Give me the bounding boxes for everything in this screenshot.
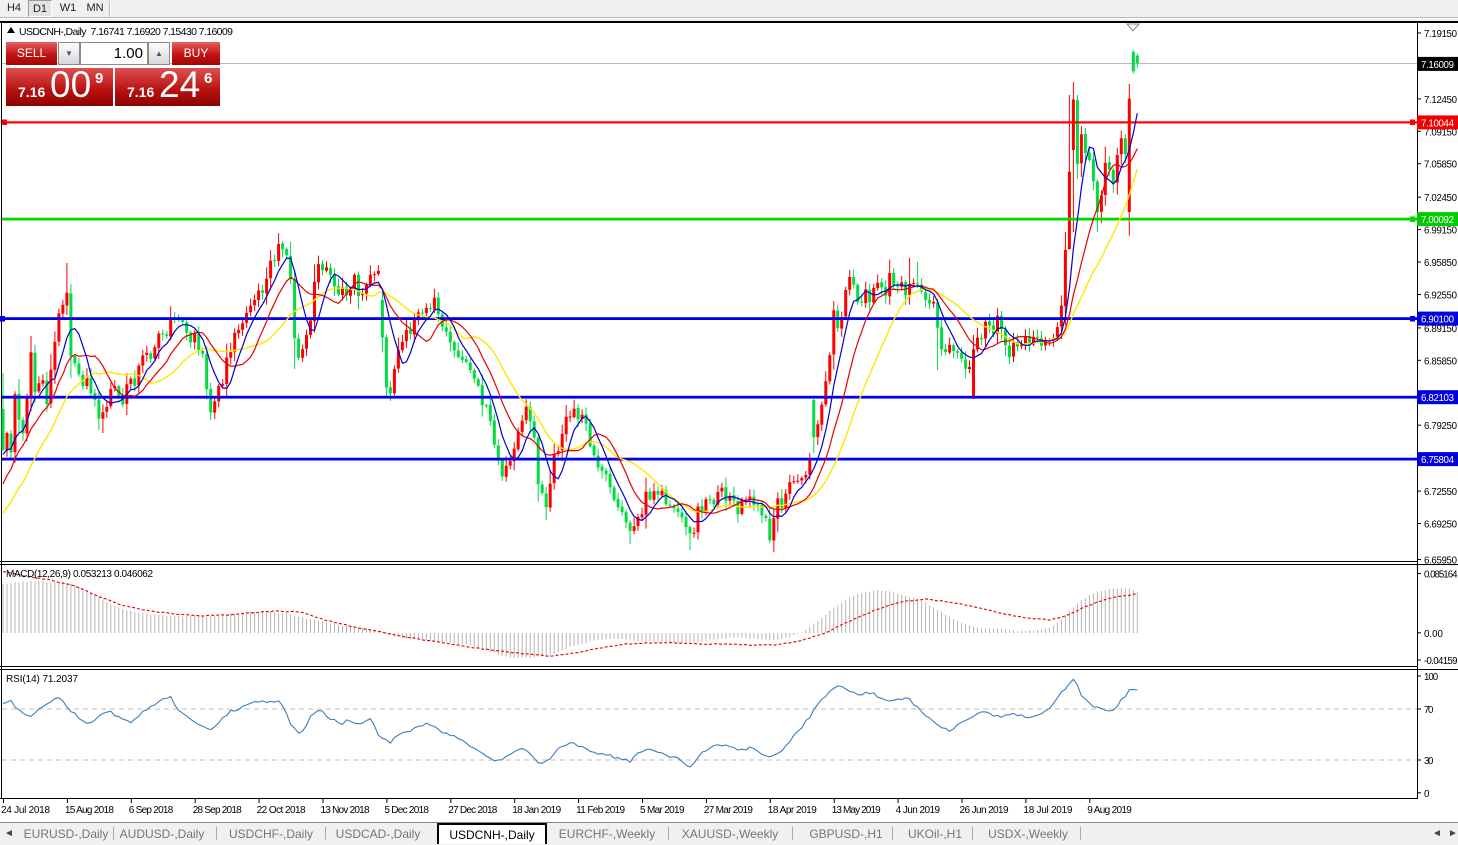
svg-text:27 Dec 2018: 27 Dec 2018 [448, 805, 497, 816]
svg-text:-0.04159: -0.04159 [1424, 656, 1458, 667]
svg-text:13 May 2019: 13 May 2019 [832, 805, 881, 816]
svg-text:9 Aug 2019: 9 Aug 2019 [1087, 805, 1132, 816]
svg-text:7.09150: 7.09150 [1424, 127, 1458, 138]
svg-text:USDCNH-,Daily 7.16741 7.16920: USDCNH-,Daily 7.16741 7.16920 7.15430 7.… [19, 26, 233, 38]
svg-text:MACD(12,26,9) 0.053213 0.04606: MACD(12,26,9) 0.053213 0.046062 [6, 569, 153, 580]
svg-text:6.92550: 6.92550 [1424, 291, 1458, 302]
svg-text:6.75804: 6.75804 [1421, 455, 1455, 466]
svg-text:7.05850: 7.05850 [1424, 160, 1458, 171]
svg-text:6.72550: 6.72550 [1424, 487, 1458, 498]
svg-text:6.99150: 6.99150 [1424, 226, 1458, 237]
svg-text:0.085164: 0.085164 [1424, 570, 1458, 581]
svg-text:5 Dec 2018: 5 Dec 2018 [384, 805, 429, 816]
svg-text:30: 30 [1424, 756, 1434, 767]
svg-text:27 Mar 2019: 27 Mar 2019 [704, 805, 753, 816]
svg-text:5 Mar 2019: 5 Mar 2019 [640, 805, 685, 816]
svg-text:15 Aug 2018: 15 Aug 2018 [65, 805, 114, 816]
svg-text:RSI(14) 71.2037: RSI(14) 71.2037 [6, 674, 78, 685]
svg-text:6.95850: 6.95850 [1424, 258, 1458, 269]
svg-text:18 Apr 2019: 18 Apr 2019 [768, 805, 817, 816]
svg-text:7.02450: 7.02450 [1424, 193, 1458, 204]
svg-text:18 Jan 2019: 18 Jan 2019 [512, 805, 561, 816]
svg-text:6.89150: 6.89150 [1424, 324, 1458, 335]
svg-text:13 Nov 2018: 13 Nov 2018 [321, 805, 370, 816]
svg-text:7.19150: 7.19150 [1424, 29, 1458, 40]
svg-text:7.00092: 7.00092 [1421, 215, 1454, 226]
svg-text:28 Sep 2018: 28 Sep 2018 [193, 805, 242, 816]
svg-text:18 Jul 2019: 18 Jul 2019 [1023, 805, 1072, 816]
svg-text:0.00: 0.00 [1424, 629, 1444, 640]
svg-text:6.79250: 6.79250 [1424, 421, 1458, 432]
svg-text:6.65950: 6.65950 [1424, 556, 1458, 567]
svg-text:6.69250: 6.69250 [1424, 520, 1458, 531]
svg-text:4 Jun 2019: 4 Jun 2019 [896, 805, 941, 816]
svg-text:100: 100 [1424, 672, 1439, 683]
svg-text:6.82103: 6.82103 [1421, 393, 1454, 404]
svg-text:7.16009: 7.16009 [1421, 60, 1454, 71]
svg-text:7.10044: 7.10044 [1421, 118, 1455, 129]
svg-text:6.90100: 6.90100 [1421, 315, 1455, 326]
svg-text:6.85850: 6.85850 [1424, 356, 1458, 367]
svg-text:0: 0 [1424, 789, 1430, 800]
svg-text:26 Jun 2019: 26 Jun 2019 [960, 805, 1009, 816]
svg-text:6 Sep 2018: 6 Sep 2018 [129, 805, 174, 816]
svg-text:7.12450: 7.12450 [1424, 95, 1458, 106]
svg-text:22 Oct 2018: 22 Oct 2018 [257, 805, 306, 816]
svg-text:24 Jul 2018: 24 Jul 2018 [1, 805, 50, 816]
svg-text:70: 70 [1424, 705, 1434, 716]
svg-text:11 Feb 2019: 11 Feb 2019 [576, 805, 625, 816]
